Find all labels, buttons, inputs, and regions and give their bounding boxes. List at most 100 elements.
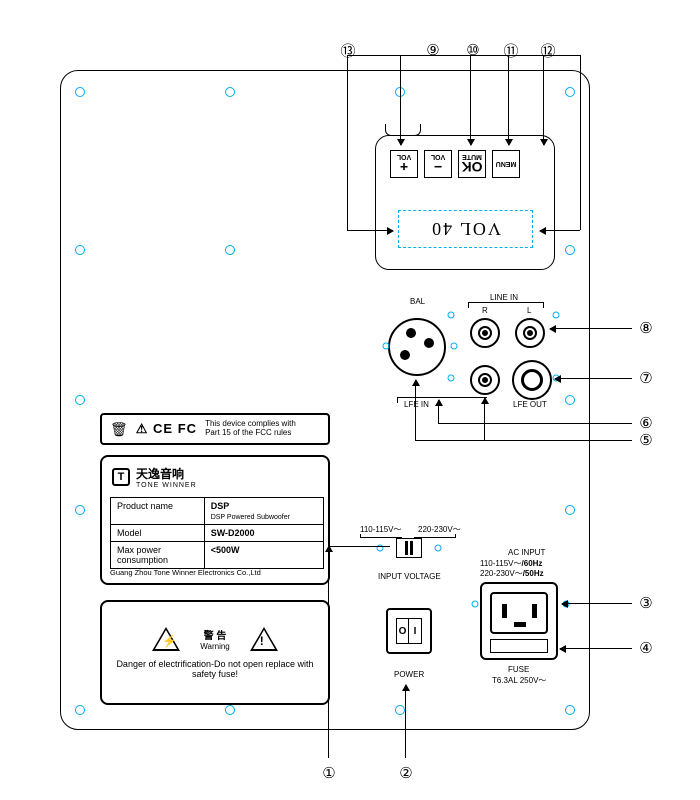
- leader-6: [438, 423, 632, 424]
- voltage-selector[interactable]: [396, 538, 422, 558]
- brand-logo-icon: T: [112, 468, 130, 486]
- leader-8: [550, 328, 632, 329]
- lfe-out-label: LFE OUT: [513, 400, 547, 409]
- compliance-text1: This device complies with: [205, 419, 296, 428]
- spec-box: T 天逸音响 TONE WINNER Product nameDSPDSP Po…: [100, 455, 330, 585]
- leader-1h: [328, 546, 390, 547]
- warning-cn: 警 告: [200, 627, 230, 642]
- l-label: L: [527, 306, 531, 315]
- screw-hole: [75, 245, 85, 255]
- bal-label: BAL: [410, 297, 425, 306]
- panel-button-0[interactable]: +VOL: [390, 150, 418, 178]
- leader-2: [405, 685, 406, 758]
- mount-dot: [448, 312, 455, 319]
- ac-line2: 220-230V～/50Hz: [480, 568, 544, 579]
- rca-lfe-out[interactable]: [512, 360, 552, 400]
- lfe-in-label: LFE IN: [404, 400, 429, 409]
- rca-lfe-in[interactable]: [470, 365, 500, 395]
- screw-hole: [565, 87, 575, 97]
- screw-hole: [75, 395, 85, 405]
- leader-13b: [540, 230, 580, 231]
- rca-line-in-l[interactable]: [515, 318, 545, 348]
- warning-text: Danger of electrification-Do not open re…: [102, 659, 328, 679]
- screw-hole: [565, 245, 575, 255]
- power-label: POWER: [394, 670, 424, 679]
- button-row: +VOL−VOLOKMUTEMENU: [390, 150, 520, 178]
- ac-input-label: AC INPUT: [508, 548, 545, 557]
- panel-button-3[interactable]: MENU: [492, 150, 520, 178]
- xlr-bal-input[interactable]: [388, 318, 446, 376]
- input-voltage-label: INPUT VOLTAGE: [378, 572, 441, 581]
- warning-box: ⚡ 警 告 Warning ! Danger of electrificatio…: [100, 600, 330, 705]
- leader-12: [543, 55, 544, 145]
- leader-13v2: [580, 55, 581, 230]
- leader-11: [508, 55, 509, 145]
- leader-13a: [347, 230, 393, 231]
- leader-10: [470, 55, 471, 145]
- compliance-box: 🗑 ⚠ CE FC This device complies with Part…: [100, 413, 330, 445]
- screw-hole: [75, 87, 85, 97]
- callout-12: ⑫: [540, 42, 556, 58]
- mount-dot: [435, 545, 442, 552]
- mount-dot: [472, 601, 479, 608]
- compliance-text2: Part 15 of the FCC rules: [205, 428, 291, 437]
- leader-5v2: [484, 398, 485, 440]
- callout-13: ⑬: [340, 42, 356, 58]
- screw-hole: [225, 87, 235, 97]
- screw-hole: [75, 505, 85, 515]
- leader-7: [555, 378, 632, 379]
- callout-7: ⑦: [638, 370, 654, 386]
- mount-dot: [451, 343, 458, 350]
- callout-9: ⑨: [425, 42, 441, 58]
- screw-hole: [395, 705, 405, 715]
- callout-4: ④: [638, 640, 654, 656]
- brand-row: T 天逸音响 TONE WINNER: [112, 465, 197, 489]
- mount-dot: [383, 343, 390, 350]
- brand-en: TONE WINNER: [136, 482, 197, 489]
- screw-hole: [225, 705, 235, 715]
- leader-5: [415, 440, 632, 441]
- fuse-label: FUSE: [508, 665, 529, 674]
- leader-1: [328, 546, 329, 758]
- mount-dot: [448, 375, 455, 382]
- ac-inlet[interactable]: [480, 582, 558, 660]
- fuse-spec: T6.3AL 250V～: [492, 675, 546, 686]
- callout-2: ②: [398, 765, 414, 781]
- leader-9: [400, 55, 401, 145]
- leader-3: [562, 603, 632, 604]
- spec-table: Product nameDSPDSP Powered SubwooferMode…: [110, 497, 324, 569]
- panel-button-2[interactable]: OKMUTE: [458, 150, 486, 178]
- callout-10: ⑩: [465, 42, 481, 58]
- warning-triangle-icon: ⚡: [152, 627, 180, 651]
- warning-en: Warning: [200, 642, 230, 651]
- line-in-label: LINE IN: [490, 293, 518, 302]
- callout-5: ⑤: [638, 432, 654, 448]
- brand-cn: 天逸音响: [136, 465, 197, 482]
- callout-11: ⑪: [503, 42, 519, 58]
- mount-dot: [553, 312, 560, 319]
- fuse-holder[interactable]: [490, 639, 548, 653]
- callout-1: ①: [321, 765, 337, 781]
- leader-6v: [438, 400, 439, 423]
- panel-button-1[interactable]: −VOL: [424, 150, 452, 178]
- leader-5v: [415, 380, 416, 440]
- screw-hole: [565, 505, 575, 515]
- leader-4: [560, 648, 632, 649]
- screw-hole: [75, 705, 85, 715]
- ir-window: [385, 124, 421, 136]
- callout-8: ⑧: [638, 320, 654, 336]
- line-in-bracket: [468, 302, 544, 308]
- leader-13v: [347, 55, 348, 230]
- screw-hole: [565, 395, 575, 405]
- callout-6: ⑥: [638, 415, 654, 431]
- lcd-display: VOL 40: [398, 210, 533, 248]
- power-switch[interactable]: OI: [386, 608, 432, 654]
- company-name: Guang Zhou Tone Winner Electronics Co.,L…: [110, 568, 261, 577]
- screw-hole: [565, 705, 575, 715]
- r-label: R: [482, 306, 488, 315]
- warning-triangle-icon: !: [250, 627, 278, 651]
- rca-line-in-r[interactable]: [470, 318, 500, 348]
- compliance-marks: ⚠ CE FC: [136, 421, 197, 437]
- callout-3: ③: [638, 595, 654, 611]
- screw-hole: [225, 245, 235, 255]
